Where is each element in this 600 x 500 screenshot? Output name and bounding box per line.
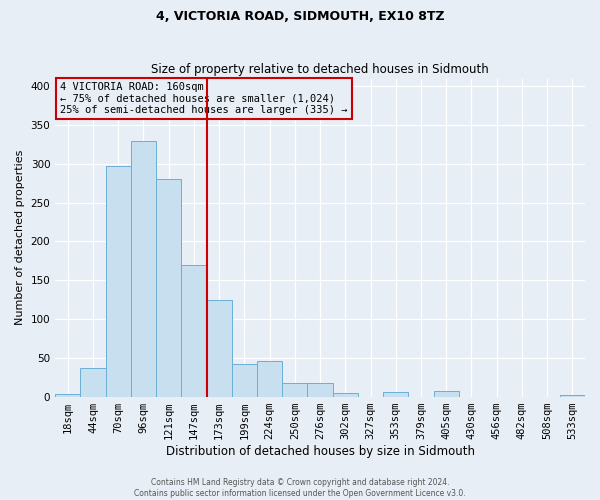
Bar xyxy=(282,384,307,396)
Bar xyxy=(257,361,282,396)
Bar xyxy=(206,300,232,396)
Bar xyxy=(434,391,459,396)
Bar xyxy=(106,166,131,396)
Bar xyxy=(181,264,206,396)
Bar xyxy=(560,395,585,396)
Text: 4, VICTORIA ROAD, SIDMOUTH, EX10 8TZ: 4, VICTORIA ROAD, SIDMOUTH, EX10 8TZ xyxy=(155,10,445,23)
Bar xyxy=(232,364,257,396)
Bar xyxy=(131,140,156,396)
Bar xyxy=(55,394,80,396)
Y-axis label: Number of detached properties: Number of detached properties xyxy=(15,150,25,326)
Title: Size of property relative to detached houses in Sidmouth: Size of property relative to detached ho… xyxy=(151,63,489,76)
Text: 4 VICTORIA ROAD: 160sqm
← 75% of detached houses are smaller (1,024)
25% of semi: 4 VICTORIA ROAD: 160sqm ← 75% of detache… xyxy=(61,82,348,115)
Text: Contains HM Land Registry data © Crown copyright and database right 2024.
Contai: Contains HM Land Registry data © Crown c… xyxy=(134,478,466,498)
Bar xyxy=(307,382,332,396)
Bar xyxy=(383,392,409,396)
X-axis label: Distribution of detached houses by size in Sidmouth: Distribution of detached houses by size … xyxy=(166,444,475,458)
Bar xyxy=(332,392,358,396)
Bar xyxy=(156,180,181,396)
Bar xyxy=(80,368,106,396)
